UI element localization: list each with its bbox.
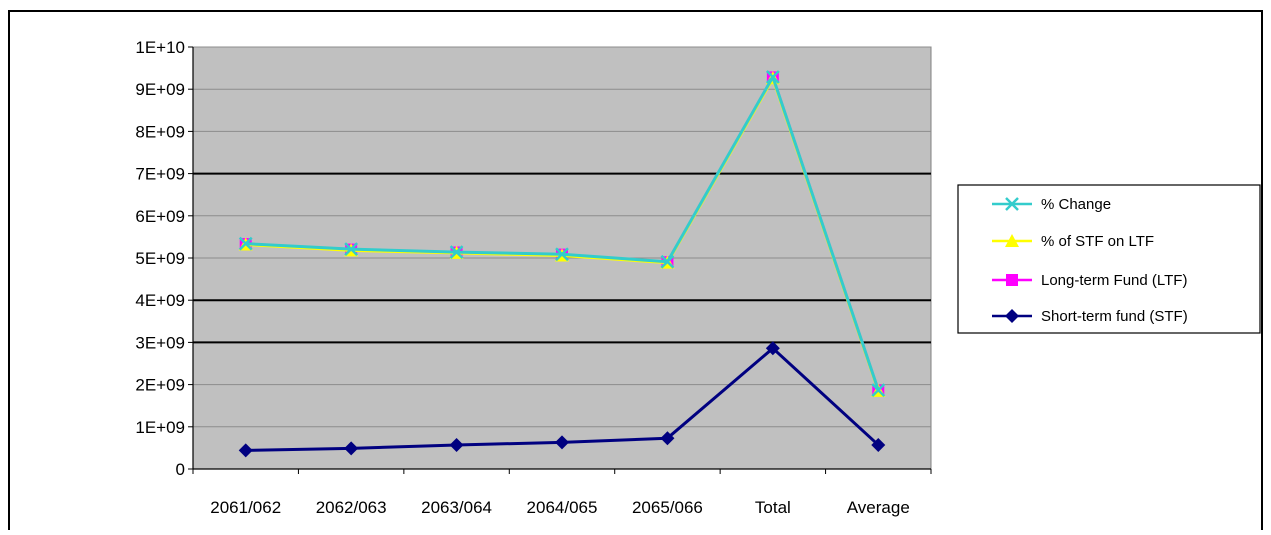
x-tick-label: 2062/063 <box>316 498 387 517</box>
data-point-diamond <box>449 437 464 452</box>
legend-marker-triangle <box>1005 234 1019 247</box>
data-point-x <box>449 245 464 259</box>
legend-marker-square <box>1006 274 1018 286</box>
data-point-x <box>765 70 780 84</box>
legend-item-change: % Change <box>992 196 1111 213</box>
chart-frame <box>8 10 1263 530</box>
gridlines <box>193 46 931 428</box>
x-tick-label: Total <box>755 498 791 517</box>
y-axis-ticks: 0 1E+09 2E+09 3E+09 4E+09 5E+09 6E+09 7E+09 8E+0… <box>135 38 193 479</box>
legend-label-change: % Change <box>1041 196 1111 213</box>
data-point-x <box>344 242 359 257</box>
y-tick-label: 1E+10 <box>135 38 185 57</box>
data-point-x <box>871 383 886 397</box>
y-tick-label: 4E+09 <box>135 291 185 310</box>
data-point-diamond <box>871 437 886 452</box>
legend-label-stf-on-ltf: % of STF on LTF <box>1041 233 1154 250</box>
data-point-diamond <box>238 443 253 458</box>
x-tick-label: 2064/065 <box>527 498 598 517</box>
data-point-diamond <box>555 435 569 450</box>
x-tick-label: 2065/066 <box>632 498 703 517</box>
y-tick-label: 0 <box>176 460 185 479</box>
y-tick-label: 7E+09 <box>135 165 185 184</box>
legend-item-stf-on-ltf: % of STF on LTF <box>992 233 1154 250</box>
series-x <box>238 70 886 397</box>
data-point-x <box>660 254 675 269</box>
legend-marker-shape <box>1005 234 1019 247</box>
legend-marker-shape <box>1006 274 1018 286</box>
y-tick-label: 9E+09 <box>135 80 185 99</box>
data-point-x <box>555 247 569 262</box>
legend-label-stf: Short-term fund (STF) <box>1041 308 1188 325</box>
x-tick-label: Average <box>847 498 910 517</box>
x-tick-label: 2063/064 <box>421 498 492 517</box>
legend-item-ltf: Long-term Fund (LTF) <box>992 272 1187 289</box>
legend-item-stf: Short-term fund (STF) <box>992 308 1188 325</box>
legend: % Change % of STF on LTF Long-term Fund … <box>957 184 1261 334</box>
series-diamond <box>238 341 886 458</box>
legend-marker-x <box>1005 197 1019 211</box>
y-tick-label: 8E+09 <box>135 122 185 141</box>
y-tick-label: 5E+09 <box>135 249 185 268</box>
y-tick-label: 3E+09 <box>135 333 185 352</box>
y-tick-label: 1E+09 <box>135 418 185 437</box>
data-point-diamond <box>765 341 780 356</box>
legend-label-ltf: Long-term Fund (LTF) <box>1041 272 1187 289</box>
legend-marker-shape <box>1005 197 1019 211</box>
legend-box <box>957 184 1261 334</box>
legend-marker-shape <box>1005 309 1019 323</box>
data-point-x <box>238 236 253 251</box>
data-point-diamond <box>344 441 359 456</box>
series-group <box>238 70 886 458</box>
y-tick-label: 6E+09 <box>135 207 185 226</box>
legend-marker-diamond <box>1005 309 1019 323</box>
x-tick-label: 2061/062 <box>210 498 281 517</box>
y-tick-label: 2E+09 <box>135 376 185 395</box>
data-point-diamond <box>660 431 675 446</box>
x-axis-ticks: 2061/062 2062/063 2063/064 2064/065 2065/066… <box>192 469 932 517</box>
